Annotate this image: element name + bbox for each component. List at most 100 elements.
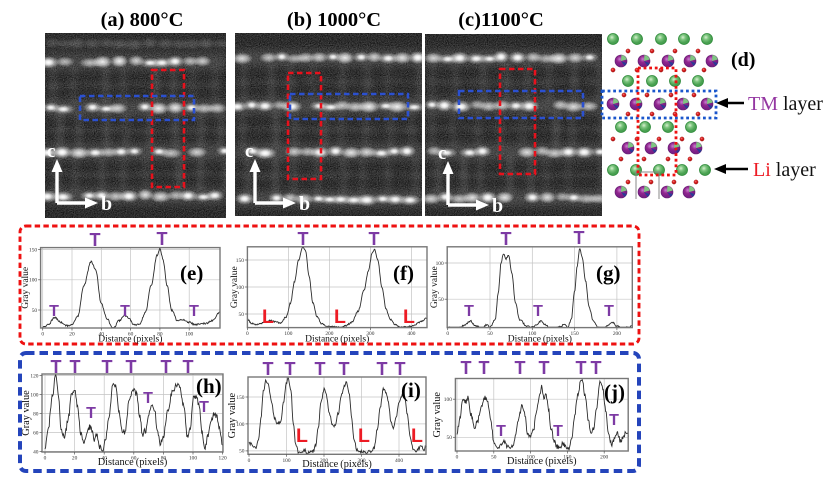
svg-text:Gray value: Gray value — [21, 267, 31, 309]
svg-text:(a) 800°C: (a) 800°C — [101, 9, 184, 31]
svg-text:(c)1100°C: (c)1100°C — [458, 9, 544, 31]
svg-text:100: 100 — [527, 455, 535, 461]
svg-text:120: 120 — [219, 456, 227, 462]
svg-text:T: T — [591, 358, 602, 378]
svg-text:50: 50 — [32, 308, 38, 314]
svg-text:0: 0 — [44, 456, 47, 462]
svg-text:100: 100 — [236, 422, 244, 428]
svg-text:T: T — [574, 228, 585, 248]
svg-text:T: T — [263, 359, 274, 379]
svg-text:50: 50 — [447, 435, 453, 441]
svg-text:100: 100 — [185, 332, 193, 338]
svg-text:40: 40 — [33, 449, 39, 455]
svg-text:150: 150 — [236, 258, 244, 264]
svg-text:(f): (f) — [393, 261, 414, 285]
svg-text:Distance (pixels): Distance (pixels) — [507, 456, 577, 467]
svg-text:80: 80 — [157, 332, 163, 338]
svg-text:T: T — [501, 229, 512, 249]
svg-text:T: T — [496, 423, 506, 440]
svg-text:(i): (i) — [401, 378, 421, 402]
svg-text:T: T — [369, 229, 380, 249]
svg-text:40: 40 — [99, 332, 105, 338]
svg-text:0: 0 — [41, 332, 44, 338]
svg-text:b: b — [299, 193, 310, 215]
svg-text:c: c — [245, 141, 253, 162]
svg-text:60: 60 — [131, 456, 137, 462]
svg-text:200: 200 — [613, 331, 621, 337]
svg-text:T: T — [102, 357, 113, 377]
svg-text:T: T — [464, 303, 474, 320]
svg-text:100: 100 — [284, 331, 292, 337]
svg-text:T: T — [51, 357, 62, 377]
svg-text:T: T — [183, 357, 194, 377]
svg-text:T: T — [461, 358, 472, 378]
svg-text:80: 80 — [33, 411, 39, 417]
svg-text:Distance (pixels): Distance (pixels) — [508, 334, 572, 345]
svg-text:60: 60 — [128, 332, 134, 338]
svg-text:400: 400 — [395, 458, 403, 464]
svg-text:Gray value: Gray value — [21, 390, 32, 436]
svg-text:150: 150 — [563, 455, 571, 461]
svg-text:100: 100 — [282, 458, 290, 464]
svg-text:T: T — [161, 357, 172, 377]
svg-text:0: 0 — [248, 458, 251, 464]
svg-text:100: 100 — [444, 397, 452, 403]
svg-text:200: 200 — [325, 331, 333, 337]
svg-text:T: T — [126, 357, 137, 377]
svg-text:T: T — [90, 230, 101, 250]
svg-text:T: T — [604, 303, 614, 320]
svg-text:200: 200 — [600, 455, 608, 461]
svg-text:50: 50 — [239, 312, 245, 318]
svg-text:0: 0 — [246, 331, 249, 337]
svg-text:Li layer: Li layer — [753, 159, 816, 181]
svg-text:T: T — [86, 405, 96, 422]
svg-text:T: T — [189, 303, 199, 320]
svg-text:T: T — [539, 358, 550, 378]
svg-text:L: L — [262, 306, 274, 328]
svg-text:T: T — [157, 229, 168, 249]
svg-text:(j): (j) — [604, 380, 625, 404]
svg-text:b: b — [101, 193, 112, 215]
svg-text:100: 100 — [29, 278, 37, 284]
svg-text:T: T — [315, 359, 326, 379]
svg-text:50: 50 — [491, 455, 497, 461]
svg-text:100: 100 — [30, 392, 38, 398]
svg-text:T: T — [609, 412, 619, 429]
svg-text:20: 20 — [72, 456, 78, 462]
svg-text:T: T — [49, 303, 59, 320]
svg-text:300: 300 — [357, 458, 365, 464]
svg-text:T: T — [199, 399, 209, 416]
svg-text:T: T — [479, 358, 490, 378]
svg-text:100: 100 — [236, 285, 244, 291]
svg-text:T: T — [533, 303, 543, 320]
svg-text:Gray value: Gray value — [432, 392, 443, 438]
svg-text:T: T — [377, 359, 388, 379]
svg-text:T: T — [143, 390, 153, 407]
svg-text:100: 100 — [528, 331, 536, 337]
svg-text:(g): (g) — [596, 261, 621, 285]
svg-text:TM layer: TM layer — [748, 93, 823, 115]
svg-text:100: 100 — [189, 456, 197, 462]
svg-text:c: c — [47, 141, 55, 162]
svg-text:150: 150 — [236, 395, 244, 401]
svg-text:T: T — [70, 357, 81, 377]
svg-text:(h): (h) — [196, 374, 222, 398]
svg-text:(d): (d) — [731, 49, 755, 71]
svg-text:T: T — [515, 358, 526, 378]
svg-text:100: 100 — [436, 261, 444, 267]
svg-text:c: c — [438, 143, 446, 164]
svg-text:L: L — [403, 306, 415, 328]
svg-text:T: T — [339, 359, 350, 379]
svg-text:b: b — [492, 195, 503, 217]
svg-text:400: 400 — [407, 331, 415, 337]
svg-text:Gray value: Gray value — [227, 392, 238, 438]
svg-text:200: 200 — [320, 458, 328, 464]
svg-text:50: 50 — [438, 297, 444, 303]
svg-text:Gray value: Gray value — [430, 266, 440, 308]
svg-text:L: L — [334, 306, 346, 328]
svg-text:Distance (pixels): Distance (pixels) — [302, 459, 372, 470]
svg-text:150: 150 — [29, 247, 37, 253]
svg-text:(b) 1000°C: (b) 1000°C — [287, 9, 381, 31]
svg-text:T: T — [395, 359, 406, 379]
svg-text:Gray value: Gray value — [230, 266, 240, 308]
